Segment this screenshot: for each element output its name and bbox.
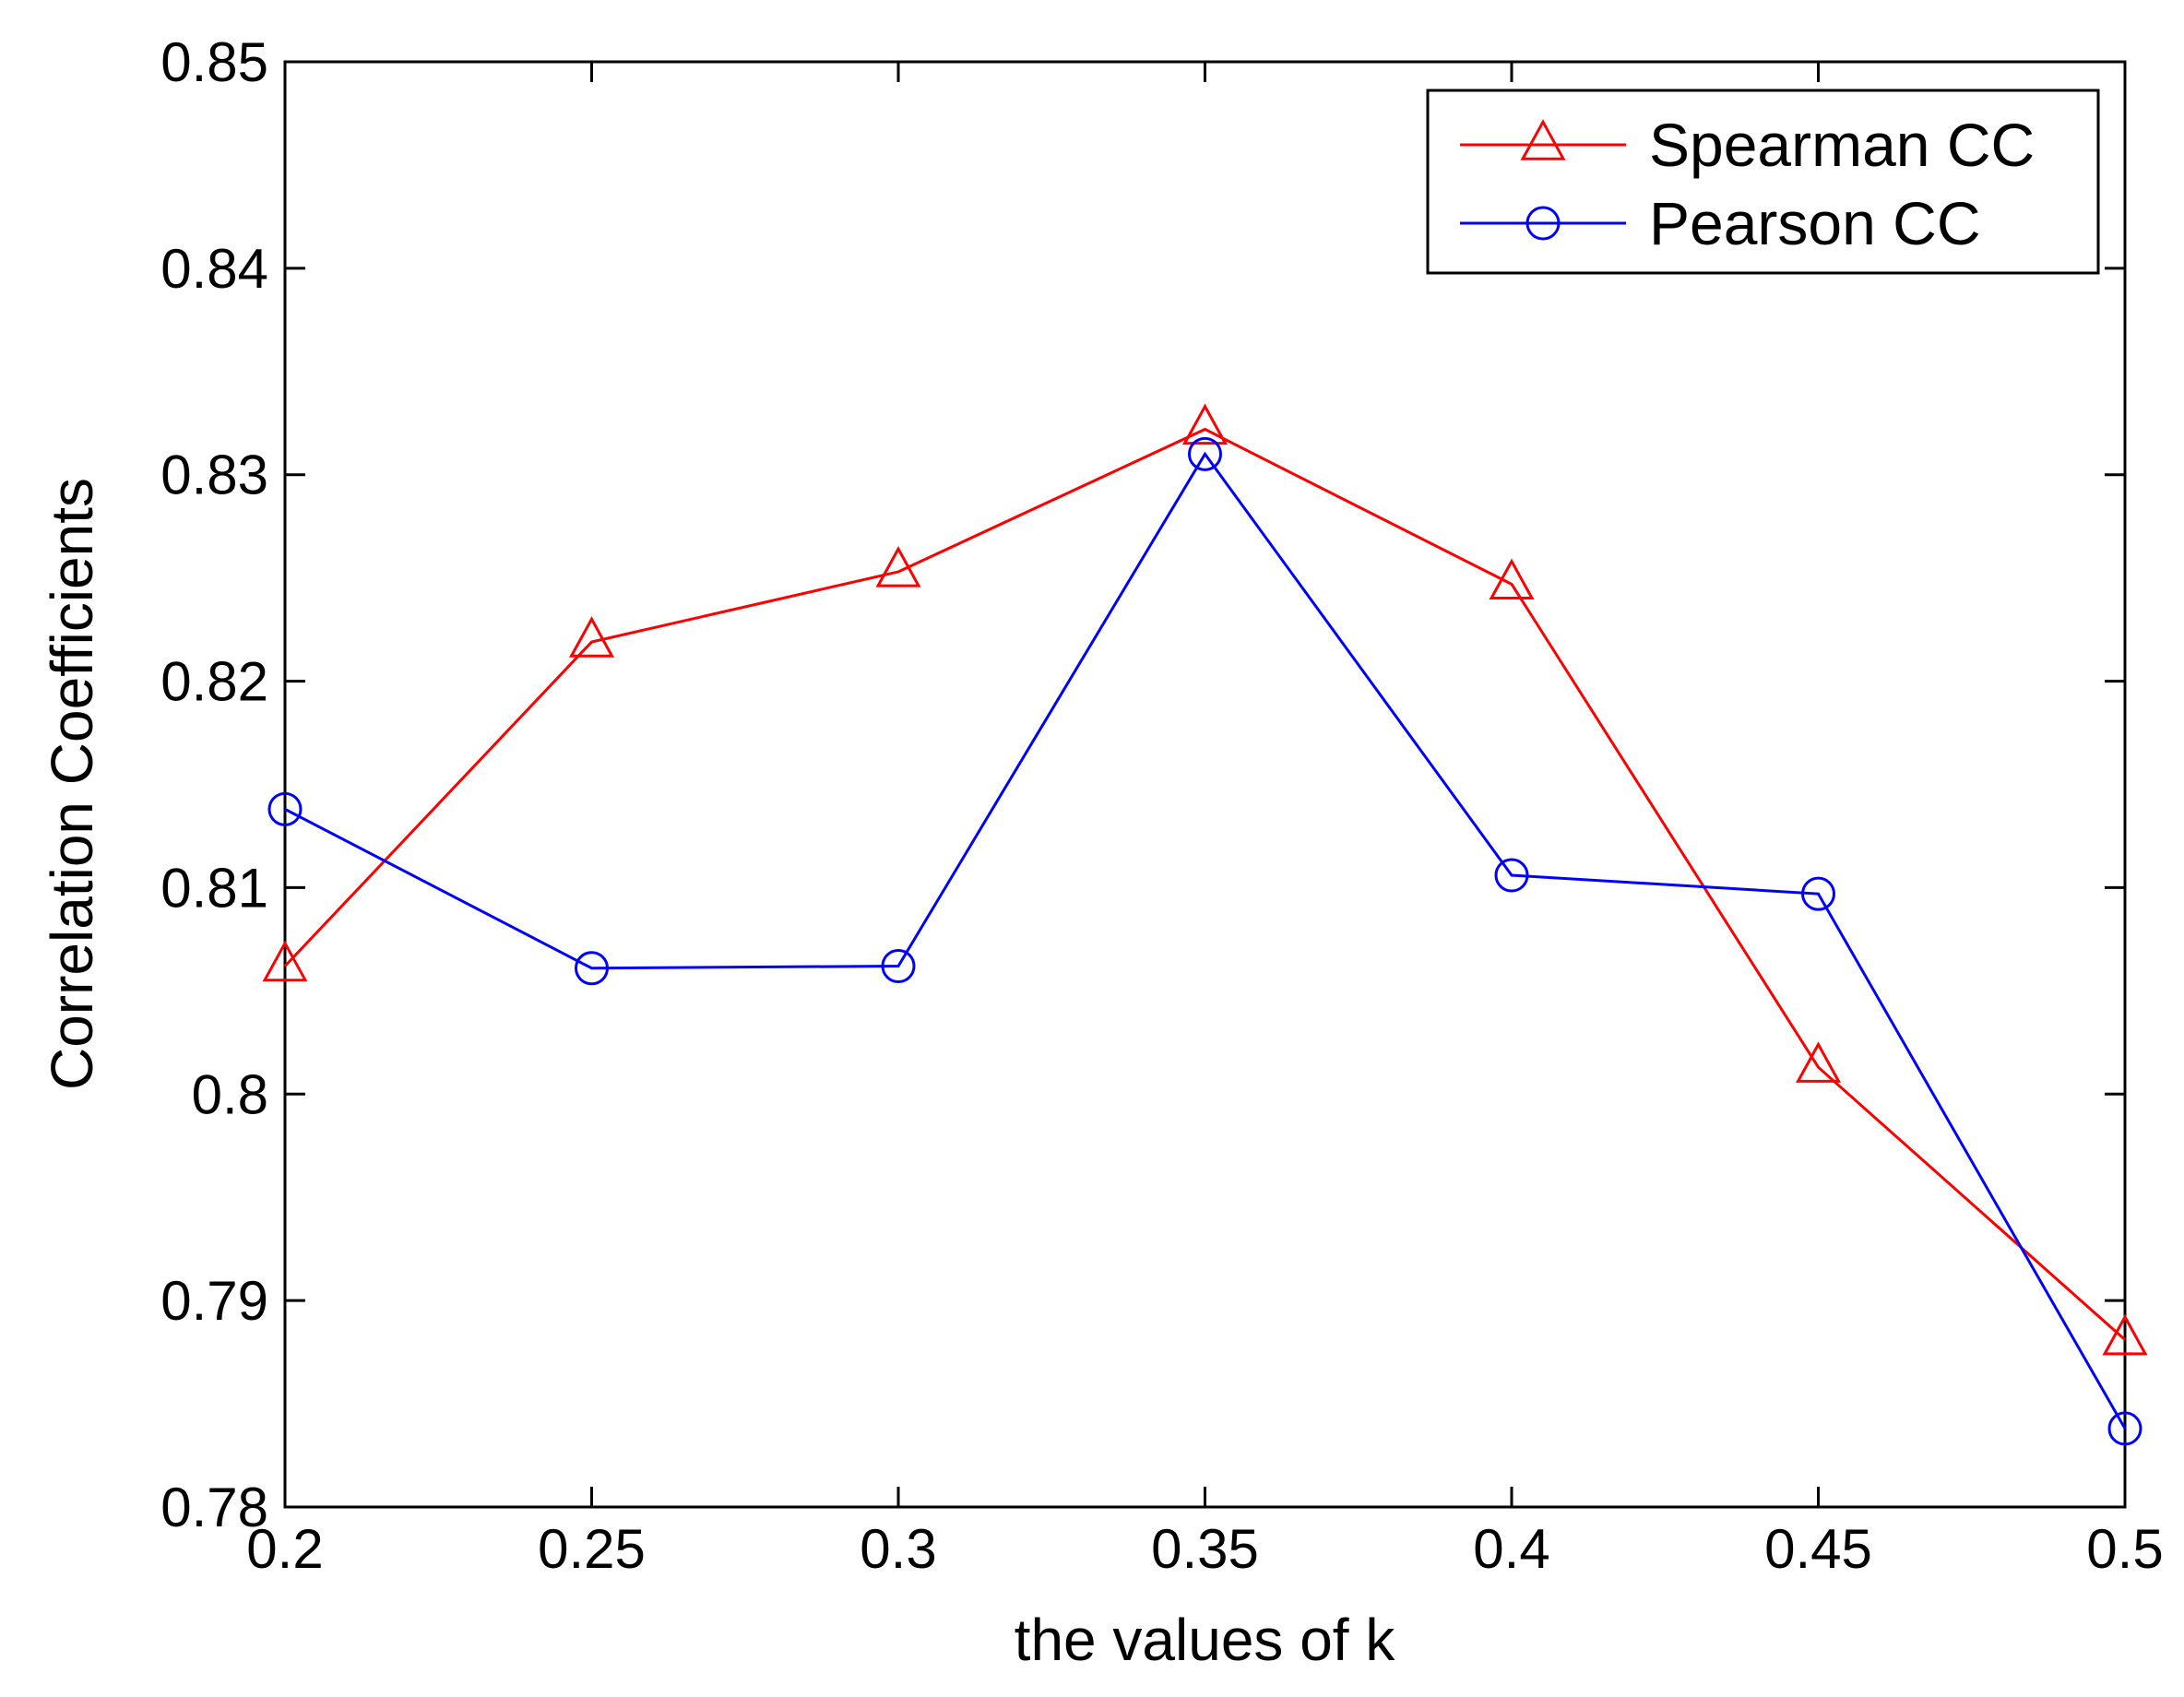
- y-axis: 0.78 0.79 0.8 0.81 0.82 0.83 0.84 0.85: [160, 31, 2125, 1538]
- data-point-triangle: [1181, 403, 1228, 445]
- series-spearman-cc: [262, 403, 2148, 1356]
- legend-box: [1426, 89, 2100, 275]
- x-axis: 0.2 0.25 0.3 0.35 0.4 0.45 0.5: [246, 62, 2164, 1580]
- x-tick-label: 0.35: [1151, 1518, 1259, 1580]
- series-layer: [262, 403, 2148, 1446]
- data-point-triangle: [1489, 558, 1535, 600]
- data-point-triangle: [1795, 1041, 1842, 1083]
- data-point-circle: [1188, 436, 1222, 471]
- y-axis-title: Correlation Coefficients: [39, 478, 105, 1090]
- data-point-circle: [267, 791, 303, 826]
- x-tick-label: 0.2: [246, 1518, 323, 1580]
- data-point-triangle: [568, 616, 615, 658]
- data-point-circle: [1801, 876, 1835, 911]
- y-tick-label: 0.78: [160, 1477, 268, 1538]
- data-point-circle: [2107, 1411, 2142, 1446]
- data-point-circle: [1494, 858, 1529, 893]
- x-axis-title: the values of k: [1015, 1607, 1396, 1673]
- data-point-circle: [881, 948, 916, 983]
- x-tick-label: 0.5: [2086, 1518, 2163, 1580]
- data-point-triangle: [875, 546, 921, 587]
- legend-entry: Pearson CC: [1460, 189, 1981, 257]
- legend: Spearman CC Pearson CC: [1426, 89, 2100, 275]
- legend-entry: Spearman CC: [1460, 111, 2035, 179]
- y-tick-label: 0.84: [160, 238, 268, 300]
- legend-label: Spearman CC: [1649, 111, 2035, 179]
- data-point-triangle: [2102, 1313, 2148, 1356]
- data-point-triangle: [262, 940, 308, 982]
- legend-marker-circle: [1525, 206, 1561, 241]
- y-tick-label: 0.85: [160, 31, 268, 93]
- legend-label: Pearson CC: [1649, 189, 1981, 257]
- y-tick-label: 0.8: [192, 1063, 268, 1125]
- data-point-circle: [575, 951, 609, 986]
- y-tick-label: 0.81: [160, 857, 268, 919]
- legend-marker-triangle: [1520, 119, 1566, 160]
- x-tick-label: 0.4: [1473, 1518, 1549, 1580]
- series-line: [284, 451, 2127, 1430]
- x-tick-label: 0.3: [860, 1518, 936, 1580]
- series-line: [283, 427, 2126, 1341]
- y-tick-label: 0.82: [160, 651, 268, 713]
- y-tick-label: 0.79: [160, 1270, 268, 1332]
- series-pearson-cc: [267, 436, 2142, 1446]
- x-tick-label: 0.25: [538, 1518, 646, 1580]
- y-tick-label: 0.83: [160, 445, 268, 506]
- x-tick-label: 0.45: [1764, 1518, 1872, 1580]
